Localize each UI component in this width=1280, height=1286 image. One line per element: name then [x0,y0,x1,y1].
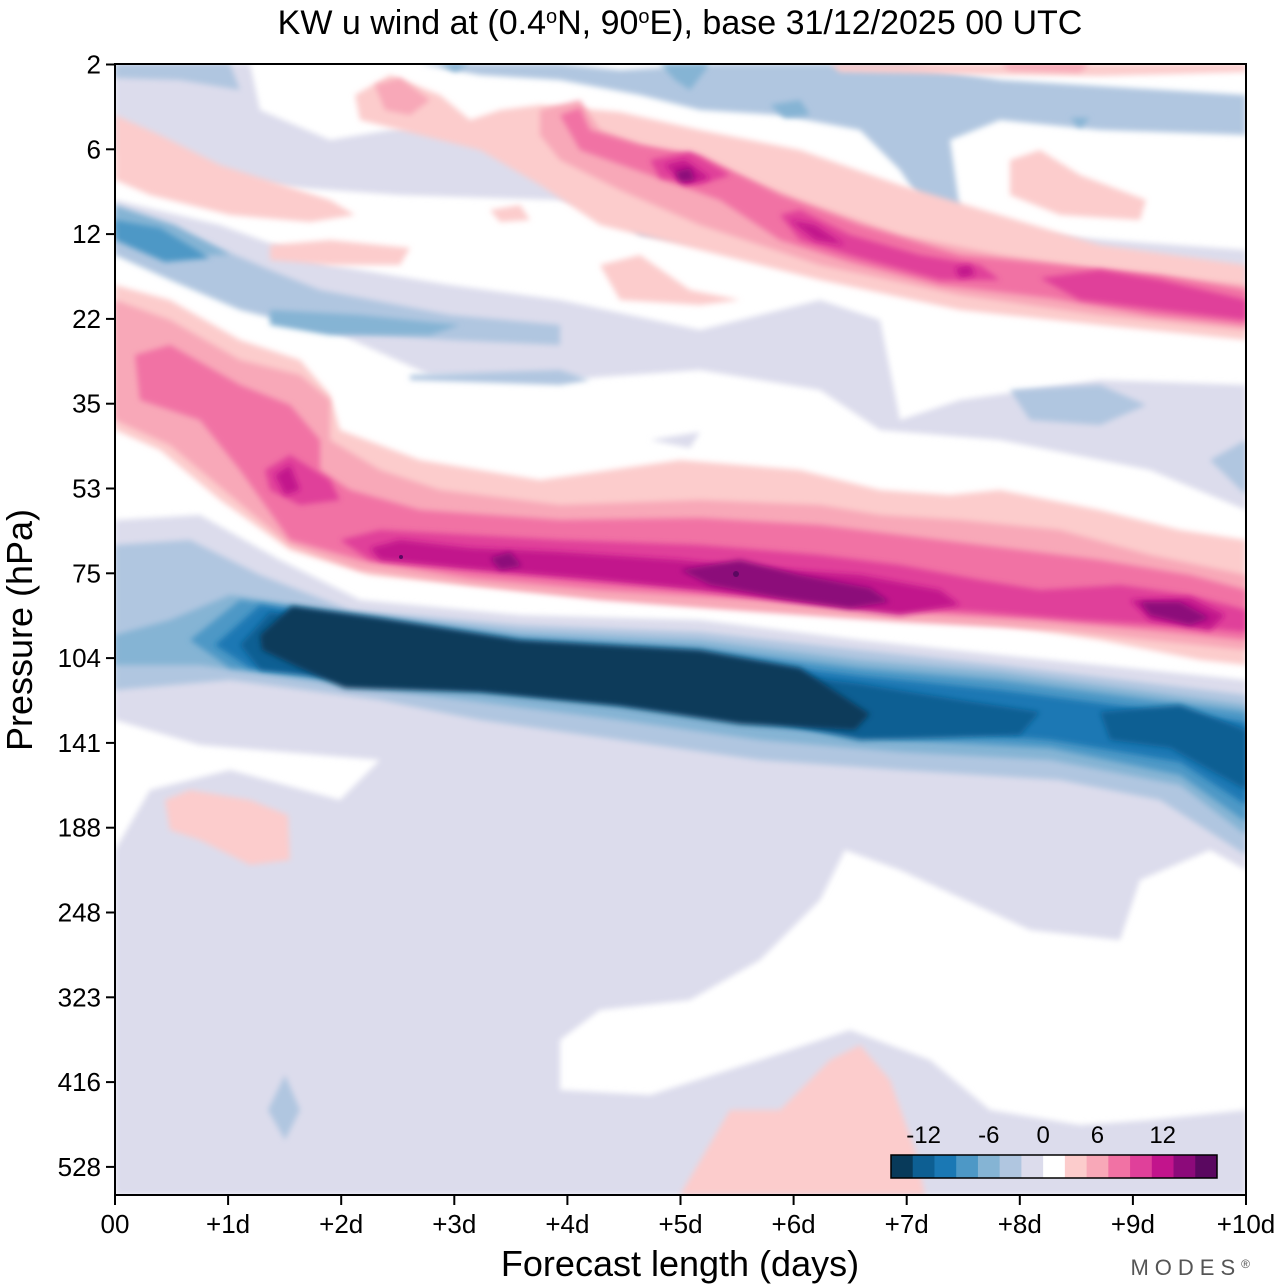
colorbar-swatch [1151,1155,1175,1178]
y-tick-label: 22 [72,304,101,334]
contour-field [115,64,1246,1195]
colorbar-swatch [912,1155,935,1178]
colorbar-swatch [1064,1155,1088,1178]
y-tick-label: 53 [72,474,101,504]
x-tick-label: +5d [658,1209,702,1239]
colorbar: -12 -6 0 6 12 [890,1122,1218,1179]
contour-level-neg14 [260,606,870,730]
y-tick-label: 104 [58,643,101,673]
colorbar-label: -12 [906,1122,941,1149]
colorbar-label: 0 [1036,1122,1049,1149]
x-tick-label: +2d [319,1209,363,1239]
colorbar-swatch [891,1155,914,1178]
colorbar-swatch [999,1155,1022,1178]
x-axis: 00 +1d +2d +3d +4d +5d +6d +7d +8d +9d +10d [101,1195,1276,1239]
x-tick-label: +8d [998,1209,1042,1239]
y-tick-label: 248 [58,898,101,928]
colorbar-label: 6 [1091,1122,1104,1149]
modes-brand: MODES® [1130,1255,1250,1280]
y-tick-label: 416 [58,1067,101,1097]
colorbar-swatch [1195,1155,1218,1178]
colorbar-swatch [1108,1155,1131,1178]
y-tick-label: 6 [87,134,101,164]
y-axis: 2 6 12 22 35 53 75 104 141 188 248 323 416 528 [58,50,115,1182]
x-tick-label: +4d [545,1209,589,1239]
colorbar-swatch [1173,1155,1196,1178]
colorbar-swatch [934,1155,957,1178]
colorbar-swatch [1021,1155,1044,1178]
chart-title: KW u wind at (0.4oN, 90oE), base 31/12/2… [278,4,1083,42]
y-tick-label: 35 [72,389,101,419]
y-axis-label: Pressure (hPa) [0,509,40,751]
x-tick-label: 00 [101,1209,130,1239]
x-tick-label: +1d [206,1209,250,1239]
colorbar-swatch [1130,1155,1153,1178]
x-tick-label: +10d [1217,1209,1276,1239]
colorbar-swatch [1086,1155,1109,1178]
colorbar-frame [890,1154,1218,1179]
colorbar-swatch [1043,1155,1066,1178]
y-tick-label: 12 [72,219,101,249]
x-axis-label: Forecast length (days) [501,1243,859,1284]
colorbar-label: 12 [1149,1122,1176,1149]
colorbar-label: -6 [978,1122,999,1149]
contour-level-pos14 [399,555,739,577]
y-tick-label: 323 [58,982,101,1012]
colorbar-swatch [977,1155,1001,1178]
contour-level-pos6 [135,108,1246,640]
x-tick-label: +3d [432,1209,476,1239]
y-tick-label: 141 [58,728,101,758]
x-tick-label: +9d [1111,1209,1155,1239]
y-tick-label: 75 [72,558,101,588]
y-tick-label: 528 [58,1152,101,1182]
y-tick-label: 2 [87,50,101,80]
x-tick-label: +6d [772,1209,816,1239]
y-tick-label: 188 [58,813,101,843]
contour-level-pos12 [490,168,1210,625]
colorbar-swatch [956,1155,979,1178]
x-tick-label: +7d [885,1209,929,1239]
